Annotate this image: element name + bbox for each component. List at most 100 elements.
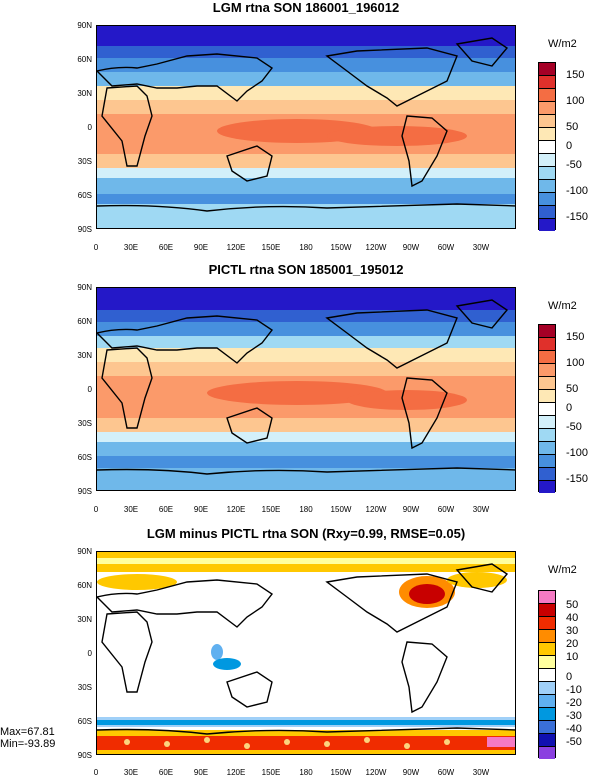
lat-label: 30N xyxy=(77,615,92,624)
lat-label: 60S xyxy=(77,717,92,726)
colorbar-label: -30 xyxy=(566,710,582,722)
lon-label: 150W xyxy=(330,505,352,514)
lon-label: 120W xyxy=(365,768,387,777)
lon-label: 180 xyxy=(299,768,313,777)
lat-label: 60N xyxy=(77,317,92,326)
lat-label: 0 xyxy=(87,649,92,658)
lon-label: 150E xyxy=(261,768,281,777)
lat-label: 60S xyxy=(77,191,92,200)
lon-label: 0 xyxy=(93,243,99,252)
lat-label: 90N xyxy=(77,21,92,30)
colorbar-label: -150 xyxy=(566,473,589,485)
units-label: W/m2 xyxy=(548,564,577,576)
panel-title: LGM minus PICTL rtna SON (Rxy=0.99, RMSE… xyxy=(146,526,466,541)
lon-label: 90E xyxy=(193,505,209,514)
lat-label: 0 xyxy=(87,385,92,394)
lon-label: 120E xyxy=(226,768,246,777)
colorbar-label: -50 xyxy=(566,421,582,433)
lon-label: 60E xyxy=(158,505,174,514)
lon-label: 150E xyxy=(261,505,281,514)
lon-label: 30E xyxy=(123,243,139,252)
stats-min: Min=-93.89 xyxy=(0,738,56,750)
lon-label: 90W xyxy=(402,768,420,777)
map-svg xyxy=(97,26,515,228)
lat-label: 30S xyxy=(77,157,92,166)
colorbar-label: -100 xyxy=(566,447,589,459)
lat-label: 0 xyxy=(87,123,92,132)
lon-label: 0 xyxy=(93,768,99,777)
lon-label: 60W xyxy=(437,768,455,777)
lon-label: 120E xyxy=(226,505,246,514)
lon-label: 120E xyxy=(226,243,246,252)
lon-label: 60W xyxy=(437,243,455,252)
colorbar-label: 30 xyxy=(566,625,579,637)
colorbar-label: 100 xyxy=(566,95,585,107)
lon-label: 150E xyxy=(261,243,281,252)
colorbar-label: 150 xyxy=(566,69,585,81)
lat-label: 30S xyxy=(77,419,92,428)
map-pictl xyxy=(96,287,516,491)
stats-block: Max=67.81 Min=-93.89 xyxy=(0,726,55,750)
units-label: W/m2 xyxy=(548,300,577,312)
lat-label: 90S xyxy=(77,225,92,234)
colorbar-label: 0 xyxy=(566,671,573,683)
lat-label: 30N xyxy=(77,351,92,360)
lon-label: 30E xyxy=(123,768,139,777)
panel-title: LGM rtna SON 186001_196012 xyxy=(212,0,400,15)
colorbar xyxy=(538,590,556,759)
lon-label: 30W xyxy=(472,243,490,252)
units-label: W/m2 xyxy=(548,38,577,50)
lat-label: 90S xyxy=(77,487,92,496)
lat-label: 30N xyxy=(77,89,92,98)
stats-max: Max=67.81 xyxy=(0,726,55,738)
colorbar-label: -40 xyxy=(566,723,582,735)
lat-label: 60N xyxy=(77,55,92,64)
colorbar-label: 0 xyxy=(566,140,573,152)
colorbar-label: 50 xyxy=(566,121,579,133)
lon-label: 60E xyxy=(158,768,174,777)
colorbar-label: -100 xyxy=(566,185,589,197)
colorbar-label: 0 xyxy=(566,402,573,414)
colorbar-label: 10 xyxy=(566,651,579,663)
lon-label: 180 xyxy=(299,505,313,514)
lon-label: 120W xyxy=(365,243,387,252)
colorbar-label: -50 xyxy=(566,159,582,171)
lon-label: 90E xyxy=(193,243,209,252)
colorbar-label: 20 xyxy=(566,638,579,650)
map-difference xyxy=(96,551,516,755)
colorbar-label: 50 xyxy=(566,383,579,395)
colorbar-label: 40 xyxy=(566,612,579,624)
lat-label: 30S xyxy=(77,683,92,692)
map-svg xyxy=(97,552,515,754)
colorbar-label: 50 xyxy=(566,599,579,611)
lon-label: 60E xyxy=(158,243,174,252)
lon-label: 30W xyxy=(472,768,490,777)
lon-label: 120W xyxy=(365,505,387,514)
lon-label: 90W xyxy=(402,505,420,514)
lon-label: 30E xyxy=(123,505,139,514)
panel-title: PICTL rtna SON 185001_195012 xyxy=(208,262,404,277)
map-svg xyxy=(97,288,515,490)
lat-label: 90N xyxy=(77,283,92,292)
colorbar xyxy=(538,324,556,493)
lat-label: 60N xyxy=(77,581,92,590)
colorbar xyxy=(538,62,556,231)
colorbar-label: -50 xyxy=(566,736,582,748)
map-lgm xyxy=(96,25,516,229)
lon-label: 90E xyxy=(193,768,209,777)
lon-label: 90W xyxy=(402,243,420,252)
lat-label: 60S xyxy=(77,453,92,462)
colorbar-label: 100 xyxy=(566,357,585,369)
lat-label: 90N xyxy=(77,547,92,556)
lon-label: 150W xyxy=(330,768,352,777)
colorbar-label: -150 xyxy=(566,211,589,223)
lon-label: 150W xyxy=(330,243,352,252)
lon-label: 30W xyxy=(472,505,490,514)
lon-label: 0 xyxy=(93,505,99,514)
lon-label: 60W xyxy=(437,505,455,514)
colorbar-label: 150 xyxy=(566,331,585,343)
lat-label: 90S xyxy=(77,751,92,760)
colorbar-label: -10 xyxy=(566,684,582,696)
colorbar-label: -20 xyxy=(566,697,582,709)
lon-label: 180 xyxy=(299,243,313,252)
